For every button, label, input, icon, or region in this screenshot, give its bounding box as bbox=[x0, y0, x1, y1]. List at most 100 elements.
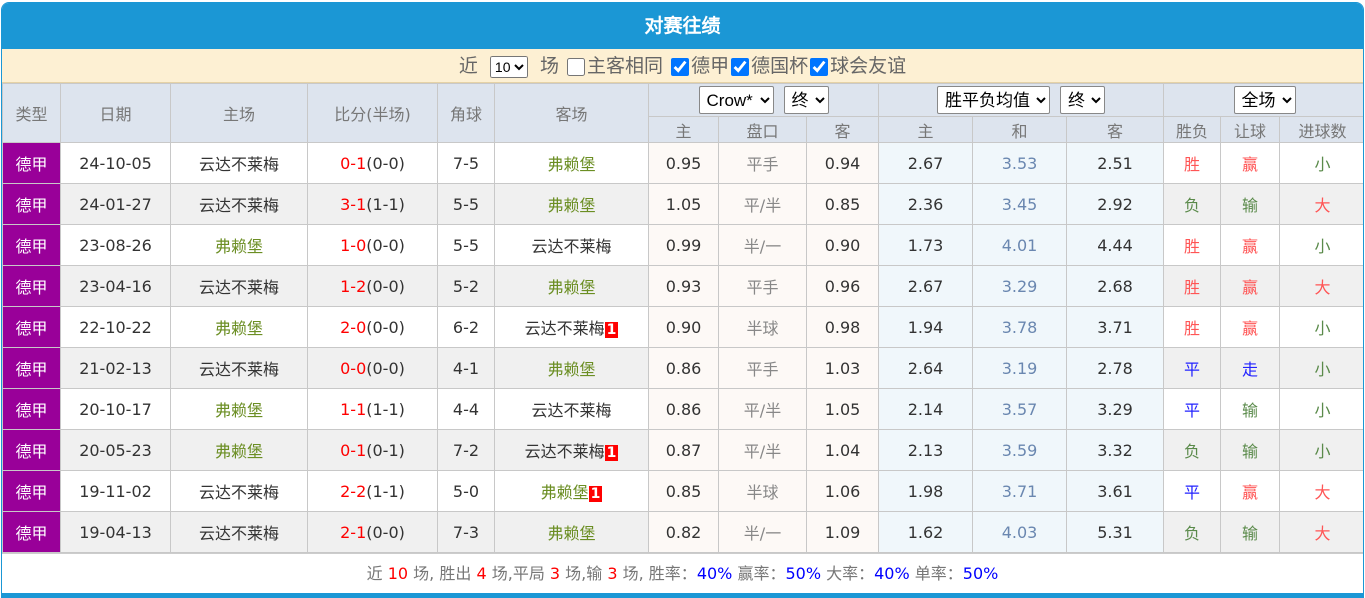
score: 0-1(0-0) bbox=[307, 142, 438, 184]
handicap-away-odds: 0.98 bbox=[806, 306, 879, 348]
score: 2-2(1-1) bbox=[307, 470, 438, 512]
col-corner: 角球 bbox=[437, 83, 495, 143]
score: 2-0(0-0) bbox=[307, 306, 438, 348]
half-time-score: (0-0) bbox=[366, 358, 405, 378]
half-time-score: (1-1) bbox=[366, 399, 405, 419]
goals-result: 小 bbox=[1279, 429, 1363, 471]
goals-result: 小 bbox=[1279, 224, 1363, 266]
league-type: 德甲 bbox=[2, 511, 61, 553]
subcol-header: 主 bbox=[648, 116, 719, 143]
league-label: 球会友谊 bbox=[830, 55, 907, 77]
league-type: 德甲 bbox=[2, 470, 61, 512]
handicap-time-select[interactable]: 终 bbox=[783, 86, 829, 114]
avg-home-odds: 2.13 bbox=[878, 429, 973, 471]
handicap-result: 输 bbox=[1220, 183, 1281, 225]
summary-text: 50% bbox=[785, 564, 822, 583]
handicap-result: 赢 bbox=[1220, 142, 1281, 184]
match-count-select[interactable]: 10 bbox=[489, 55, 528, 78]
handicap-result: 赢 bbox=[1220, 265, 1281, 307]
avg-draw-odds: 3.53 bbox=[972, 142, 1067, 184]
handicap-line: 半球 bbox=[718, 470, 807, 512]
away-team-name: 云达不莱梅 bbox=[531, 401, 612, 420]
result: 负 bbox=[1163, 511, 1222, 553]
red-card-badge: 1 bbox=[604, 322, 619, 338]
away-team: 弗赖堡 bbox=[494, 511, 649, 553]
match-date: 20-10-17 bbox=[60, 388, 171, 430]
summary-text: 场, 胜率： bbox=[617, 564, 697, 583]
away-team: 弗赖堡 1 bbox=[494, 470, 649, 512]
away-team-name: 云达不莱梅 bbox=[524, 442, 605, 461]
score: 0-0(0-0) bbox=[307, 347, 438, 389]
handicap-away-odds: 0.94 bbox=[806, 142, 879, 184]
away-team: 弗赖堡 bbox=[494, 265, 649, 307]
result: 胜 bbox=[1163, 142, 1222, 184]
avg-home-odds: 2.67 bbox=[878, 265, 973, 307]
handicap-result: 输 bbox=[1220, 388, 1281, 430]
handicap-home-odds: 0.86 bbox=[648, 388, 719, 430]
match-date: 23-08-26 bbox=[60, 224, 171, 266]
league-checkbox[interactable] bbox=[810, 57, 829, 76]
corners: 6-2 bbox=[437, 306, 495, 348]
away-team-name: 弗赖堡 bbox=[547, 155, 596, 174]
scope-select[interactable]: 全场 bbox=[1233, 86, 1296, 114]
match-date: 24-01-27 bbox=[60, 183, 171, 225]
avg-home-odds: 2.67 bbox=[878, 142, 973, 184]
avg-draw-odds: 3.57 bbox=[972, 388, 1067, 430]
goals-result: 小 bbox=[1279, 306, 1363, 348]
subcol-header: 主 bbox=[878, 116, 973, 143]
full-time-score: 0-1 bbox=[340, 153, 367, 173]
away-team-name: 弗赖堡 bbox=[547, 278, 596, 297]
company-select[interactable]: Crow* bbox=[698, 86, 774, 114]
filter-bar: 近 10 场 主客相同 德甲 德国杯 球会友谊 bbox=[2, 49, 1363, 83]
home-team: 云达不莱梅 bbox=[170, 265, 308, 307]
avg-type-select[interactable]: 胜平负均值 bbox=[937, 86, 1051, 114]
handicap-line: 平/半 bbox=[718, 183, 807, 225]
red-card-badge: 1 bbox=[604, 445, 619, 461]
home-team: 云达不莱梅 bbox=[170, 183, 308, 225]
same-home-away-checkbox[interactable] bbox=[567, 57, 586, 76]
home-team: 云达不莱梅 bbox=[170, 470, 308, 512]
match-row: 德甲 21-02-13 云达不莱梅 0-0(0-0) 4-1 弗赖堡 0.86 平手 1.03 2… bbox=[2, 347, 1363, 389]
avg-home-odds: 2.14 bbox=[878, 388, 973, 430]
match-row: 德甲 23-04-16 云达不莱梅 1-2(0-0) 5-2 弗赖堡 0.93 平手 0.96 2… bbox=[2, 265, 1363, 307]
score: 2-1(0-0) bbox=[307, 511, 438, 553]
avg-away-odds: 3.29 bbox=[1065, 388, 1165, 430]
handicap-away-odds: 1.09 bbox=[806, 511, 879, 553]
goals-result: 小 bbox=[1279, 388, 1363, 430]
result: 胜 bbox=[1163, 265, 1222, 307]
away-team: 弗赖堡 bbox=[494, 347, 649, 389]
handicap-home-odds: 0.86 bbox=[648, 347, 719, 389]
league-type: 德甲 bbox=[2, 224, 61, 266]
handicap-result: 走 bbox=[1220, 347, 1281, 389]
avg-time-select[interactable]: 终 bbox=[1060, 86, 1106, 114]
summary-text: 单率： bbox=[909, 564, 963, 583]
home-team: 云达不莱梅 bbox=[170, 511, 308, 553]
corners: 5-5 bbox=[437, 183, 495, 225]
same-home-away-label: 主客相同 bbox=[587, 55, 664, 77]
avg-home-odds: 1.98 bbox=[878, 470, 973, 512]
half-time-score: (0-0) bbox=[366, 235, 405, 255]
scope-controls: 全场 bbox=[1163, 83, 1363, 117]
league-type: 德甲 bbox=[2, 142, 61, 184]
handicap-result: 赢 bbox=[1220, 224, 1281, 266]
result: 平 bbox=[1163, 388, 1222, 430]
league-checkbox[interactable] bbox=[671, 57, 690, 76]
match-row: 德甲 22-10-22 弗赖堡 2-0(0-0) 6-2 云达不莱梅 1 0.90 半球 0.98… bbox=[2, 306, 1363, 348]
handicap-away-odds: 1.05 bbox=[806, 388, 879, 430]
avg-draw-odds: 4.01 bbox=[972, 224, 1067, 266]
match-row: 德甲 24-01-27 云达不莱梅 3-1(1-1) 5-5 弗赖堡 1.05 平/半 0.85… bbox=[2, 183, 1363, 225]
goals-result: 大 bbox=[1279, 470, 1363, 512]
handicap-controls: Crow* 终 bbox=[648, 83, 879, 117]
half-time-score: (0-0) bbox=[366, 153, 405, 173]
away-team: 云达不莱梅 bbox=[494, 388, 649, 430]
half-time-score: (1-1) bbox=[366, 481, 405, 501]
summary-text: 3 bbox=[607, 564, 618, 583]
league-type: 德甲 bbox=[2, 265, 61, 307]
match-row: 德甲 19-11-02 云达不莱梅 2-2(1-1) 5-0 弗赖堡 1 0.85 半球 1.06… bbox=[2, 470, 1363, 512]
away-team: 云达不莱梅 bbox=[494, 224, 649, 266]
summary-text: 40% bbox=[696, 564, 733, 583]
col-date: 日期 bbox=[60, 83, 171, 143]
handicap-home-odds: 0.87 bbox=[648, 429, 719, 471]
league-checkbox[interactable] bbox=[731, 57, 750, 76]
